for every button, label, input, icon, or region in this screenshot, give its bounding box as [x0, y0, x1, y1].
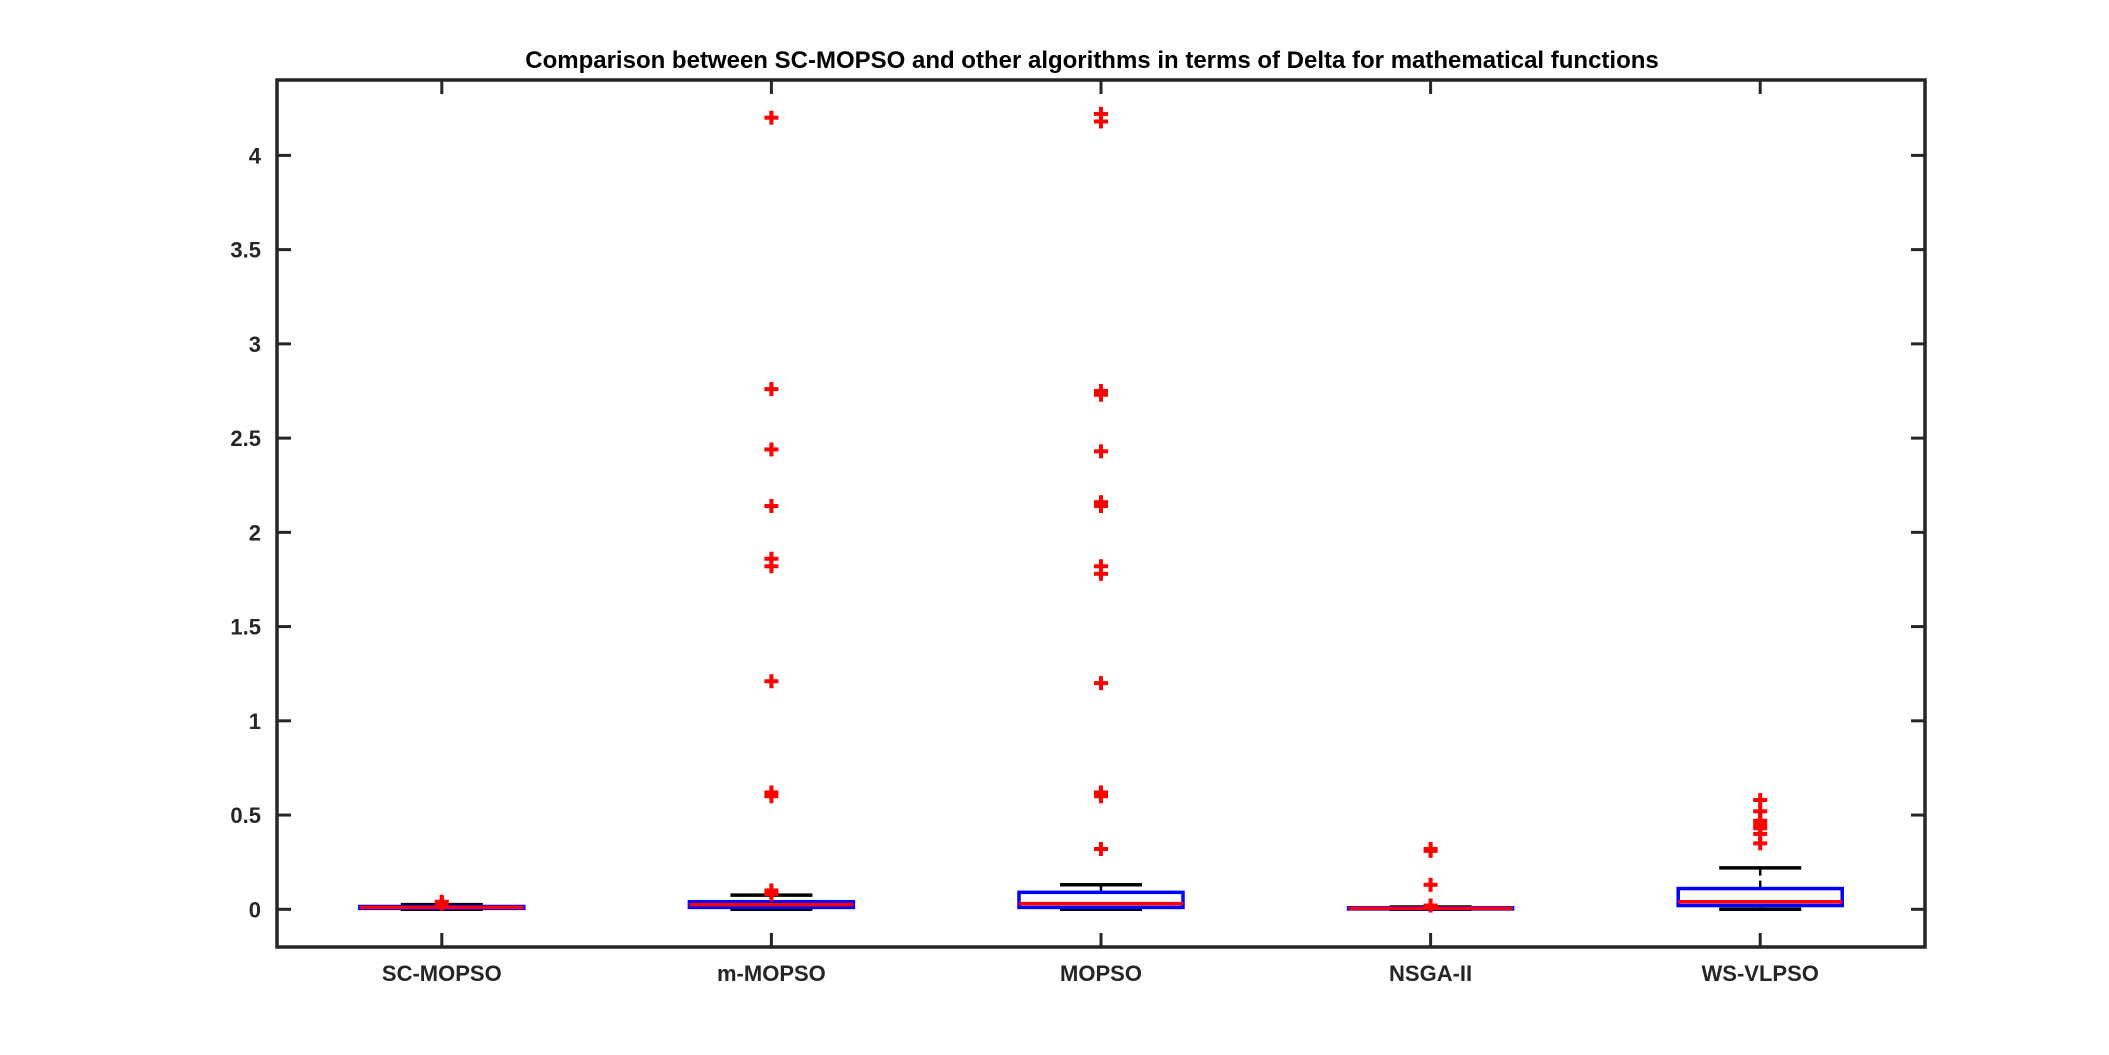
outlier-point: [764, 442, 779, 457]
outlier-point: [764, 110, 779, 125]
y-tick-label: 2: [249, 520, 261, 545]
y-tick-label: 1.5: [230, 615, 261, 640]
x-tick-label: SC-MOPSO: [382, 961, 502, 986]
outlier-point: [764, 498, 779, 513]
outlier-point: [1094, 106, 1108, 121]
x-tick-label: WS-VLPSO: [1702, 961, 1819, 986]
y-tick-label: 3: [249, 332, 261, 357]
outlier-point: [1094, 559, 1108, 574]
outlier-point: [764, 674, 779, 689]
outlier-point: [764, 785, 779, 800]
y-tick-label: 1: [249, 709, 261, 734]
y-tick-label: 3.5: [230, 238, 261, 263]
y-tick-label: 0.5: [230, 803, 261, 828]
outlier-point: [1094, 676, 1108, 691]
box-group: [358, 894, 526, 912]
outlier-point: [1094, 495, 1108, 510]
outlier-point: [1753, 792, 1768, 807]
outlier-point: [1094, 841, 1108, 856]
outlier-point: [764, 883, 779, 898]
box-group: [687, 110, 856, 912]
x-tick-label: NSGA-II: [1389, 961, 1472, 986]
box: [1017, 890, 1185, 910]
y-tick-label: 4: [249, 143, 262, 168]
box-group: [1017, 106, 1185, 912]
x-tick-label: m-MOPSO: [717, 961, 826, 986]
box-group: [1676, 792, 1844, 912]
box-group: [1346, 841, 1515, 913]
outlier-point: [1094, 383, 1108, 398]
chart-title: Comparison between SC-MOPSO and other al…: [525, 47, 1659, 74]
outlier-point: [1094, 444, 1108, 459]
outlier-point: [1423, 877, 1438, 892]
y-tick-label: 0: [249, 897, 261, 922]
outlier-point: [1094, 785, 1108, 800]
plot-area: 0 0.5 1 1.5 2 2.5 3 3.5 4 SC-MOPSO m-MOPSO MOPSO NSG…: [230, 78, 1927, 986]
x-tick-label: MOPSO: [1060, 961, 1142, 986]
outlier-point: [1423, 841, 1438, 856]
outlier-point: [434, 894, 449, 909]
y-tick-label: 2.5: [230, 426, 261, 451]
outlier-point: [764, 382, 779, 397]
box: [1676, 886, 1844, 908]
outlier-point: [764, 551, 779, 566]
outlier-point: [1423, 898, 1438, 913]
axes-frame: [275, 78, 1927, 949]
